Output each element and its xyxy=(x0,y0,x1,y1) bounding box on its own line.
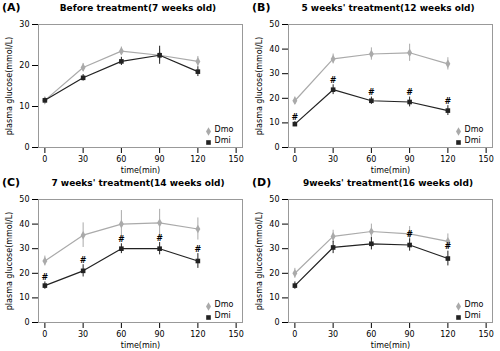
svg-text:#: # xyxy=(330,76,337,85)
svg-text:time(min): time(min) xyxy=(371,166,410,175)
html-text:(C): (C) xyxy=(2,176,21,189)
svg-text:20: 20 xyxy=(19,61,29,70)
html-text:(D): (D) xyxy=(252,176,272,189)
svg-text:90: 90 xyxy=(155,330,165,339)
svg-text:time(min): time(min) xyxy=(121,341,160,350)
svg-text:#: # xyxy=(406,88,413,97)
svg-text:Dmi: Dmi xyxy=(465,136,481,145)
svg-text:40: 40 xyxy=(269,220,279,229)
svg-text:10: 10 xyxy=(269,293,279,302)
svg-text:plasma glucose(mmol/L): plasma glucose(mmol/L) xyxy=(255,37,264,135)
svg-text:150: 150 xyxy=(478,330,493,339)
svg-text:20: 20 xyxy=(269,94,279,103)
svg-text:30: 30 xyxy=(78,155,88,164)
svg-text:60: 60 xyxy=(116,330,126,339)
html-text:5 weeks' treatment(12 weeks ol: 5 weeks' treatment(12 weeks old) xyxy=(301,3,475,13)
svg-text:20: 20 xyxy=(19,269,29,278)
svg-text:0: 0 xyxy=(274,318,279,327)
svg-text:Dmo: Dmo xyxy=(215,300,234,309)
svg-text:30: 30 xyxy=(78,330,88,339)
svg-text:30: 30 xyxy=(269,244,279,253)
svg-text:30: 30 xyxy=(19,244,29,253)
svg-text:Dmo: Dmo xyxy=(465,125,484,134)
svg-text:#: # xyxy=(292,113,299,122)
svg-text:Dmi: Dmi xyxy=(215,136,231,145)
svg-text:120: 120 xyxy=(440,330,455,339)
svg-text:#: # xyxy=(118,235,125,244)
svg-text:120: 120 xyxy=(190,155,205,164)
svg-text:90: 90 xyxy=(155,155,165,164)
svg-text:60: 60 xyxy=(116,155,126,164)
svg-text:time(min): time(min) xyxy=(371,341,410,350)
svg-text:Dmi: Dmi xyxy=(215,311,231,320)
svg-text:Dmo: Dmo xyxy=(215,125,234,134)
svg-text:10: 10 xyxy=(269,118,279,127)
svg-text:90: 90 xyxy=(405,155,415,164)
svg-text:0: 0 xyxy=(274,143,279,152)
svg-text:#: # xyxy=(80,256,87,265)
svg-text:150: 150 xyxy=(228,155,243,164)
svg-text:#: # xyxy=(406,230,413,239)
svg-text:120: 120 xyxy=(440,155,455,164)
svg-text:40: 40 xyxy=(269,45,279,54)
svg-text:time(min): time(min) xyxy=(121,166,160,175)
svg-text:50: 50 xyxy=(269,20,279,29)
svg-text:10: 10 xyxy=(19,293,29,302)
svg-text:60: 60 xyxy=(366,155,376,164)
svg-text:0: 0 xyxy=(42,330,47,339)
svg-text:50: 50 xyxy=(269,195,279,204)
svg-text:plasma glucose(mmol/L): plasma glucose(mmol/L) xyxy=(255,212,264,310)
html-text:(A): (A) xyxy=(2,1,21,14)
html-text:9weeks' treatment(16 weeks old: 9weeks' treatment(16 weeks old) xyxy=(303,178,473,188)
svg-text:150: 150 xyxy=(228,330,243,339)
svg-text:30: 30 xyxy=(269,69,279,78)
svg-text:#: # xyxy=(195,245,202,254)
svg-text:50: 50 xyxy=(19,195,29,204)
svg-text:150: 150 xyxy=(478,155,493,164)
svg-text:#: # xyxy=(445,242,452,251)
svg-text:plasma glucose(mmol/L): plasma glucose(mmol/L) xyxy=(5,212,14,310)
svg-text:90: 90 xyxy=(405,330,415,339)
svg-text:Dmo: Dmo xyxy=(465,300,484,309)
html-text:7 weeks' treatment(14 weeks ol: 7 weeks' treatment(14 weeks old) xyxy=(51,178,225,188)
svg-text:60: 60 xyxy=(366,330,376,339)
svg-text:#: # xyxy=(368,88,375,97)
svg-text:0: 0 xyxy=(292,155,297,164)
svg-text:plasma glucose(mmol/L): plasma glucose(mmol/L) xyxy=(5,37,14,135)
svg-text:30: 30 xyxy=(328,330,338,339)
svg-text:#: # xyxy=(156,234,163,243)
svg-text:0: 0 xyxy=(292,330,297,339)
html-text:Before treatment(7 weeks old): Before treatment(7 weeks old) xyxy=(59,3,217,13)
svg-text:#: # xyxy=(42,273,49,282)
html-text:(B): (B) xyxy=(252,1,271,14)
svg-text:0: 0 xyxy=(24,318,29,327)
svg-text:20: 20 xyxy=(269,269,279,278)
svg-text:0: 0 xyxy=(24,143,29,152)
svg-text:30: 30 xyxy=(19,20,29,29)
svg-text:Dmi: Dmi xyxy=(465,311,481,320)
svg-text:30: 30 xyxy=(328,155,338,164)
svg-text:#: # xyxy=(445,97,452,106)
svg-text:10: 10 xyxy=(19,102,29,111)
svg-text:40: 40 xyxy=(19,220,29,229)
svg-text:120: 120 xyxy=(190,330,205,339)
svg-text:0: 0 xyxy=(42,155,47,164)
